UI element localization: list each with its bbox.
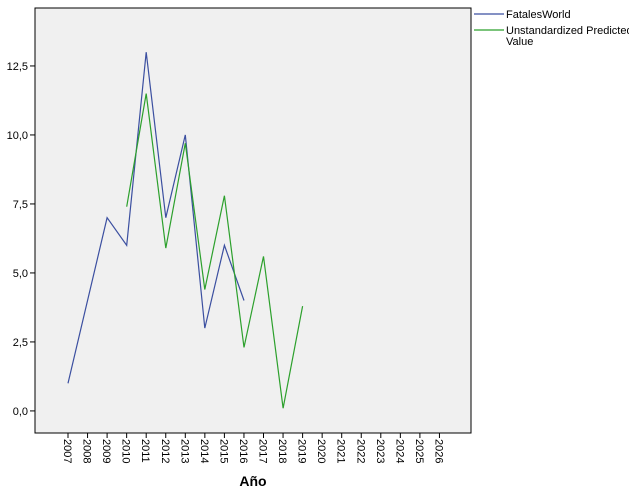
legend-label: Unstandardized Predicted [506,25,629,37]
y-tick-label: 7,5 [13,199,28,211]
x-tick-label: 2013 [178,439,190,463]
x-tick-label: 2026 [432,439,444,463]
series-lines [67,52,304,409]
x-tick-label: 2021 [335,439,347,463]
x-tick-label: 2014 [198,439,210,463]
x-tick-label: 2022 [354,439,366,463]
y-axis: 0,0 2,5 5,0 7,5 10,0 12,5 [7,61,35,418]
y-tick-label: 5,0 [13,268,28,280]
x-tick-label: 2008 [81,439,93,463]
x-tick-label: 2011 [139,439,151,463]
x-tick-label: 2018 [276,439,288,463]
legend: FatalesWorld Unstandardized PredictedValu… [474,9,629,48]
series-line-0 [67,52,245,384]
x-axis-title: Año [239,473,266,489]
x-tick-label: 2019 [296,439,308,463]
x-tick-label: 2023 [374,439,386,463]
x-tick-label: 2020 [315,439,327,463]
x-tick-label: 2010 [120,439,132,463]
x-tick-label: 2016 [237,439,249,463]
x-tick-label: 2012 [159,439,171,463]
plot-area [34,7,472,434]
x-tick-label: 2017 [257,439,269,463]
y-tick-label: 10,0 [7,130,28,142]
y-tick-label: 2,5 [13,337,28,349]
x-tick-label: 2009 [100,439,112,463]
x-tick-label: 2024 [393,439,405,463]
y-tick-label: 0,0 [13,406,28,418]
x-tick-label: 2015 [217,439,229,463]
x-axis: 2007 2008 2009 2010 2011 2012 2013 2014 2015 2016… [61,433,444,463]
x-tick-label: 2007 [61,439,73,463]
x-tick-label: 2025 [413,439,425,463]
legend-label: Value [506,36,533,48]
y-tick-label: 12,5 [7,61,28,73]
legend-label: FatalesWorld [506,9,571,21]
series-line-1 [126,93,304,409]
